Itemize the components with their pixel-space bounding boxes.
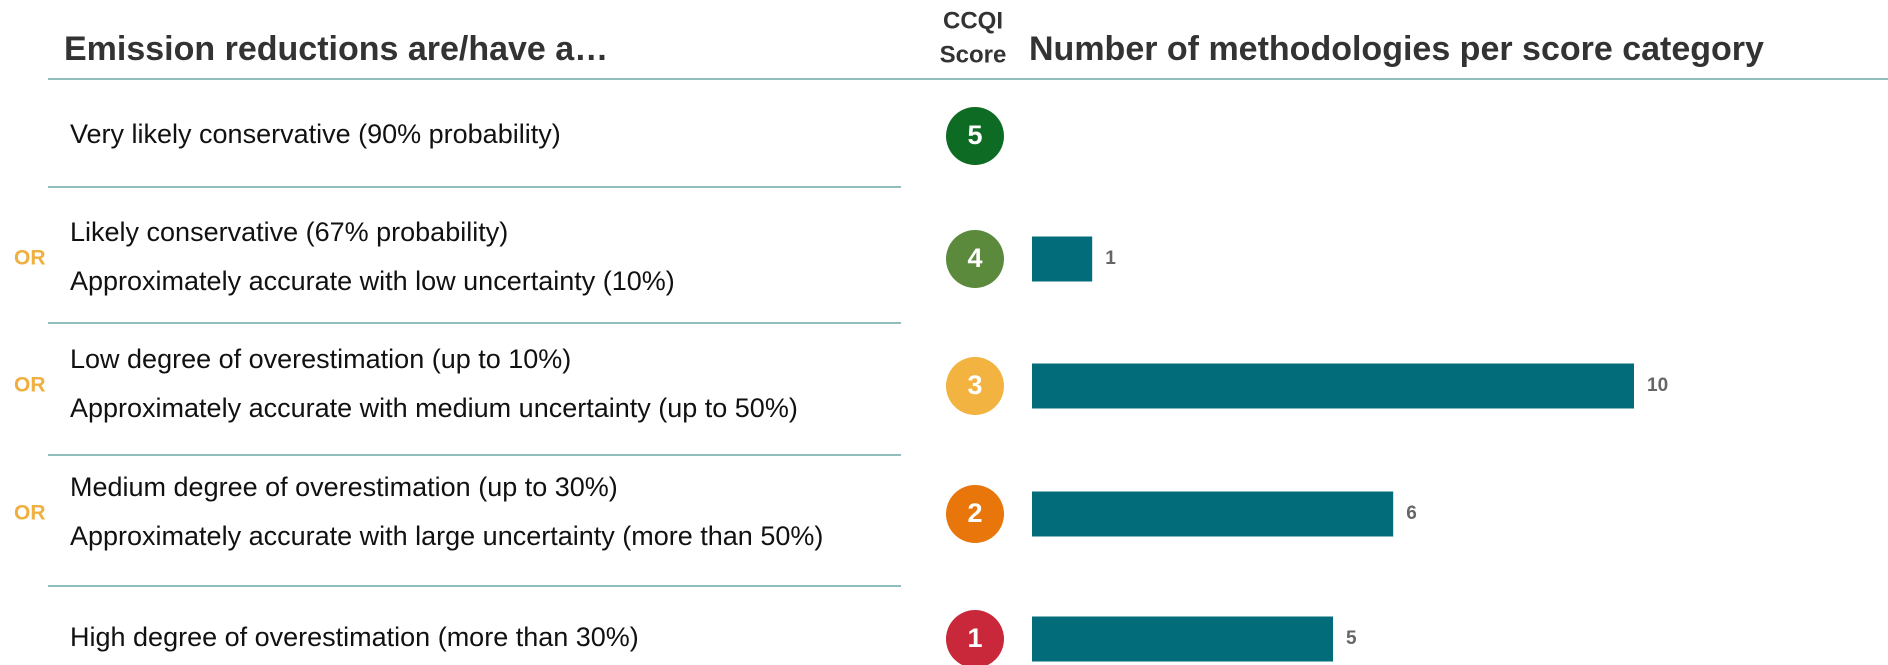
- description: High degree of overestimation (more than…: [70, 622, 639, 652]
- score-badge: [946, 485, 1004, 543]
- score-label: 2: [967, 498, 982, 528]
- or-label: OR: [14, 374, 46, 397]
- description: Approximately accurate with low uncertai…: [70, 266, 675, 296]
- value-label: 5: [1346, 628, 1357, 649]
- or-label: OR: [14, 247, 46, 270]
- score-header: Score: [940, 41, 1007, 68]
- score-header: CCQI: [943, 7, 1003, 34]
- value-label: 6: [1406, 503, 1417, 524]
- score-label: 4: [967, 243, 982, 273]
- score-label: 1: [967, 623, 982, 653]
- or-label: OR: [14, 502, 46, 525]
- description: Medium degree of overestimation (up to 3…: [70, 472, 618, 502]
- bar: [1032, 236, 1093, 282]
- description: Approximately accurate with medium uncer…: [70, 393, 798, 423]
- bar: [1032, 616, 1333, 662]
- bar: [1032, 363, 1634, 409]
- score-badge: [946, 357, 1004, 415]
- score-badge: [946, 107, 1004, 165]
- score-label: 3: [967, 370, 982, 400]
- value-label: 10: [1647, 375, 1668, 396]
- bar: [1032, 491, 1394, 537]
- score-badge: [946, 230, 1004, 288]
- score-badge: [946, 610, 1004, 665]
- description: Low degree of overestimation (up to 10%): [70, 344, 571, 374]
- description: Likely conservative (67% probability): [70, 217, 508, 247]
- description: Approximately accurate with large uncert…: [70, 521, 823, 551]
- chart-title: Number of methodologies per score catego…: [1029, 30, 1764, 68]
- left-header: Emission reductions are/have a…: [64, 30, 608, 68]
- score-label: 5: [967, 120, 982, 150]
- value-label: 1: [1105, 248, 1116, 269]
- description: Very likely conservative (90% probabilit…: [70, 119, 561, 149]
